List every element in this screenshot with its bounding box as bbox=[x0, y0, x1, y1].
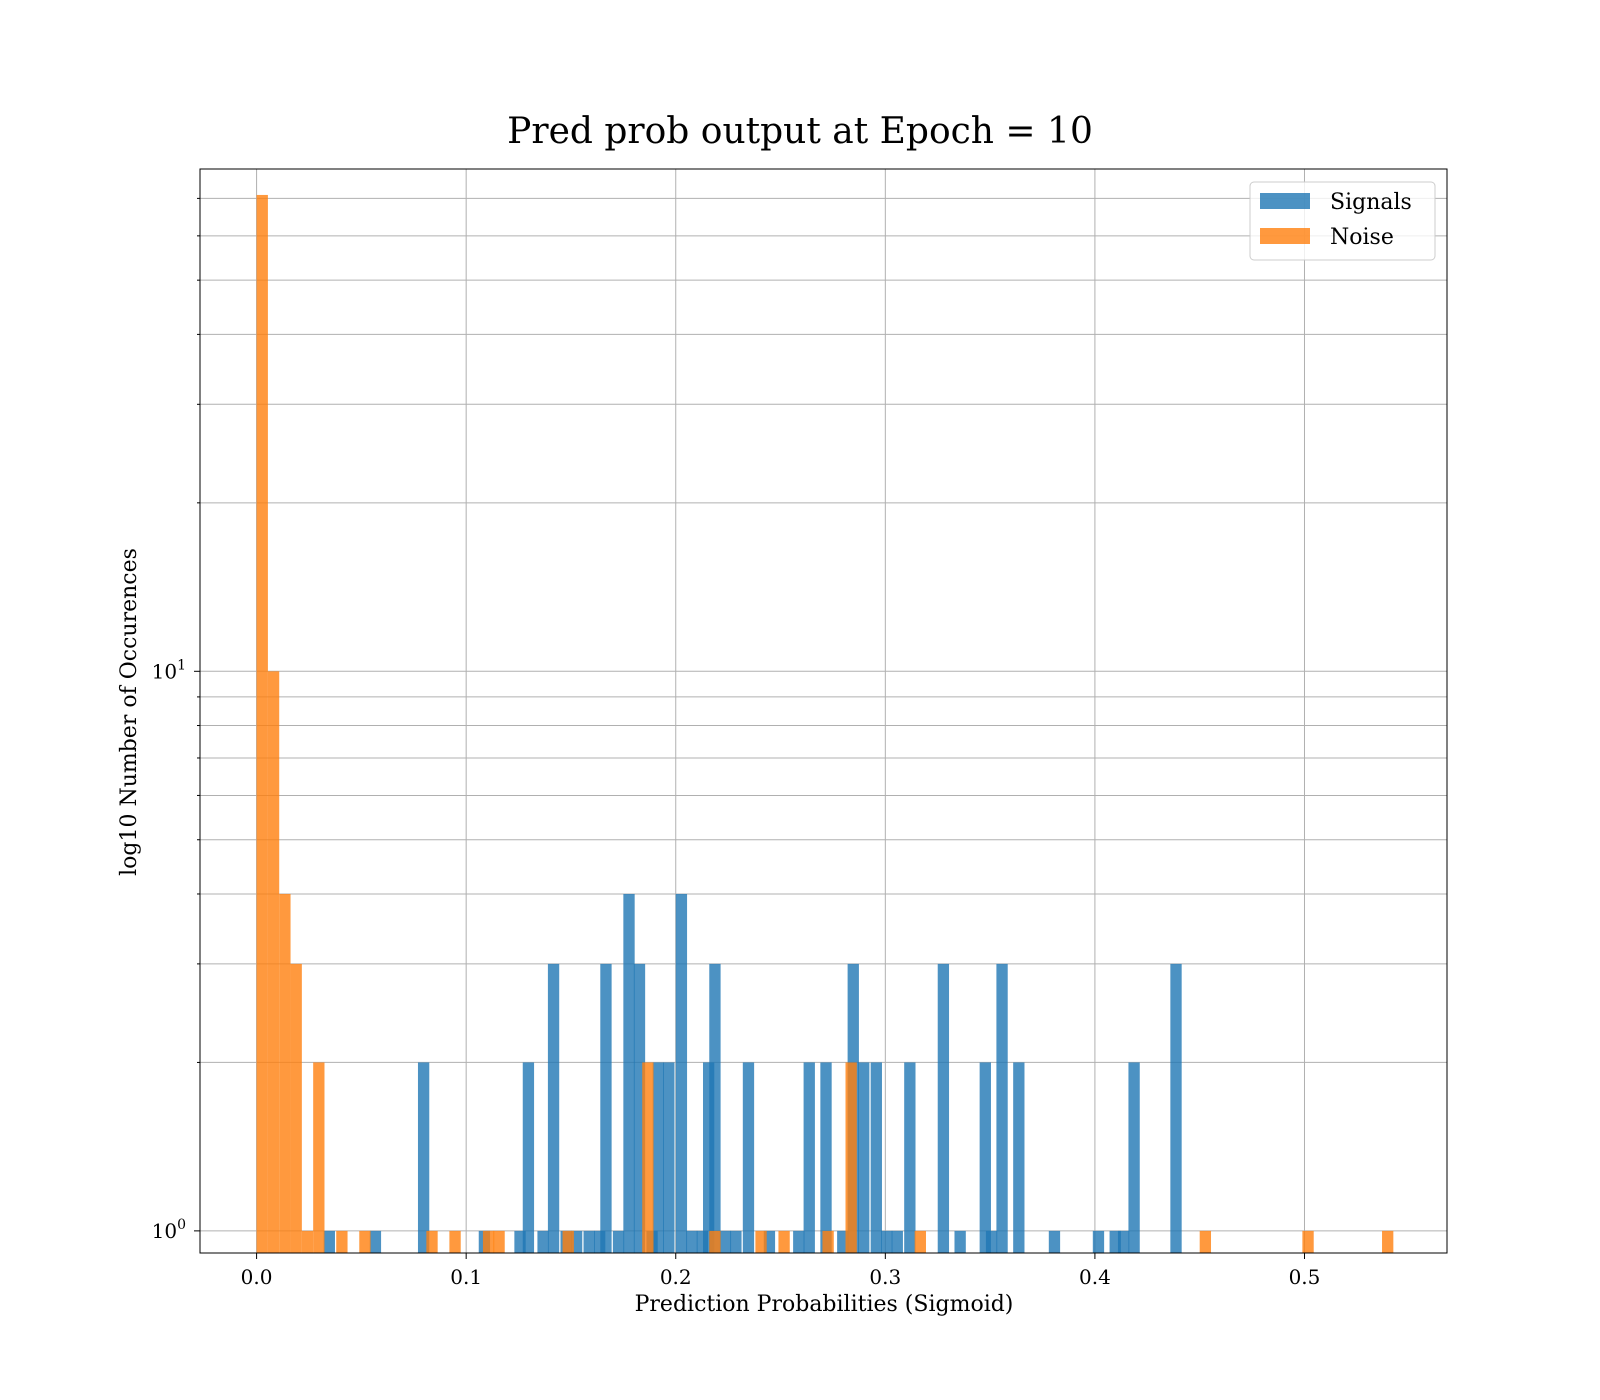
histogram-bar bbox=[686, 1230, 698, 1253]
y-axis-label: log10 Number of Occurences bbox=[117, 548, 142, 876]
x-tick-label: 0.5 bbox=[1289, 1265, 1321, 1289]
histogram-bar bbox=[845, 1062, 857, 1253]
histogram-bar bbox=[267, 671, 280, 1253]
histogram-bar bbox=[858, 1062, 870, 1253]
x-tick-label: 0.4 bbox=[1079, 1265, 1111, 1289]
histogram-bar bbox=[323, 1230, 335, 1253]
histogram-bar bbox=[709, 963, 721, 1253]
legend: Signals Noise bbox=[1249, 181, 1436, 261]
histogram-bar bbox=[642, 1062, 654, 1253]
legend-swatch bbox=[1260, 193, 1310, 209]
histogram-bar bbox=[359, 1230, 371, 1253]
histogram-bar bbox=[763, 1230, 776, 1253]
y-tick-label: 100 bbox=[152, 1217, 186, 1243]
histogram-bar bbox=[663, 1062, 675, 1253]
histogram-bar bbox=[954, 1230, 966, 1253]
histogram-bar bbox=[256, 194, 268, 1254]
histogram-bar bbox=[1048, 1230, 1061, 1253]
histogram-bar bbox=[417, 1062, 430, 1253]
chart-title: Pred prob output at Epoch = 10 bbox=[507, 111, 1093, 152]
x-tick-label: 0.2 bbox=[660, 1265, 692, 1289]
histogram-bar bbox=[904, 1062, 916, 1253]
histogram-bar bbox=[881, 1230, 893, 1253]
histogram-bar bbox=[985, 1230, 998, 1253]
histogram-bar bbox=[570, 1230, 583, 1253]
histogram-bar bbox=[755, 1230, 767, 1253]
plot-frame bbox=[199, 168, 1448, 1254]
histogram-bar bbox=[369, 1230, 382, 1253]
histogram-bar bbox=[730, 1230, 742, 1253]
histogram-bar bbox=[583, 1230, 595, 1253]
histogram-bar bbox=[709, 1230, 721, 1253]
histogram-bar bbox=[514, 1230, 526, 1253]
histogram-bar bbox=[1092, 1230, 1105, 1253]
histogram-bar bbox=[1109, 1230, 1121, 1253]
histogram-bar bbox=[336, 1230, 348, 1253]
histogram-bar bbox=[449, 1230, 461, 1253]
histogram-bar bbox=[702, 1062, 715, 1253]
histogram-bar bbox=[793, 1230, 805, 1253]
histogram-bar bbox=[547, 963, 560, 1253]
histogram-bar bbox=[594, 1230, 606, 1253]
x-tick-label: 0.0 bbox=[241, 1265, 273, 1289]
histogram-bar bbox=[675, 893, 688, 1253]
histogram-bar bbox=[562, 1230, 574, 1253]
histogram-bar bbox=[290, 963, 302, 1253]
histogram-bar bbox=[623, 893, 635, 1253]
histogram-bar bbox=[301, 1230, 314, 1253]
histogram-bar bbox=[1128, 1062, 1140, 1253]
x-axis-ticks: 0.0 0.1 0.2 0.3 0.4 0.5 bbox=[241, 1253, 1321, 1289]
y-axis-ticks: 100 101 bbox=[152, 197, 200, 1243]
histogram-bar bbox=[522, 1062, 535, 1253]
x-tick-label: 0.3 bbox=[869, 1265, 901, 1289]
histogram-bar bbox=[778, 1230, 790, 1253]
histogram-bar bbox=[1199, 1230, 1212, 1253]
noise-series bbox=[256, 194, 1394, 1254]
legend-swatch bbox=[1260, 228, 1310, 244]
histogram-bar bbox=[633, 963, 646, 1253]
histogram-bar bbox=[612, 1230, 625, 1253]
histogram-bar bbox=[313, 1062, 325, 1253]
histogram-bar bbox=[996, 963, 1008, 1253]
histogram-bar bbox=[719, 1230, 732, 1253]
x-tick-label: 0.1 bbox=[450, 1265, 482, 1289]
histogram-bar bbox=[537, 1230, 549, 1253]
histogram-bar bbox=[870, 1062, 882, 1253]
histogram-bar bbox=[822, 1230, 834, 1253]
legend-label: Signals bbox=[1330, 190, 1412, 215]
histogram-bar bbox=[937, 963, 950, 1253]
histogram-bar bbox=[279, 893, 291, 1253]
grid-lines bbox=[200, 169, 1447, 1253]
legend-label: Noise bbox=[1330, 225, 1394, 250]
histogram-bar bbox=[600, 963, 612, 1253]
y-tick-label: 101 bbox=[152, 657, 186, 683]
histogram-bar bbox=[742, 1062, 755, 1253]
histogram-bar bbox=[1382, 1230, 1394, 1253]
histogram-bar bbox=[493, 1230, 505, 1253]
histogram-bar bbox=[652, 1062, 665, 1253]
histogram-bar bbox=[426, 1230, 438, 1253]
histogram-bar bbox=[837, 1230, 849, 1253]
histogram-bar bbox=[1013, 1062, 1025, 1253]
histogram-bar bbox=[914, 1230, 926, 1253]
histogram-bar bbox=[891, 1230, 903, 1253]
histogram-bar bbox=[1117, 1230, 1130, 1253]
histogram-bar bbox=[1302, 1230, 1314, 1253]
histogram-bar bbox=[482, 1230, 495, 1253]
x-axis-label: Prediction Probabilities (Sigmoid) bbox=[635, 1292, 1014, 1317]
histogram-bar bbox=[820, 1062, 832, 1253]
histogram-bar bbox=[1170, 963, 1182, 1253]
histogram-bar bbox=[803, 1062, 815, 1253]
signals-series bbox=[323, 893, 1182, 1253]
histogram-bar bbox=[979, 1062, 991, 1253]
histogram-bar bbox=[696, 1230, 709, 1253]
